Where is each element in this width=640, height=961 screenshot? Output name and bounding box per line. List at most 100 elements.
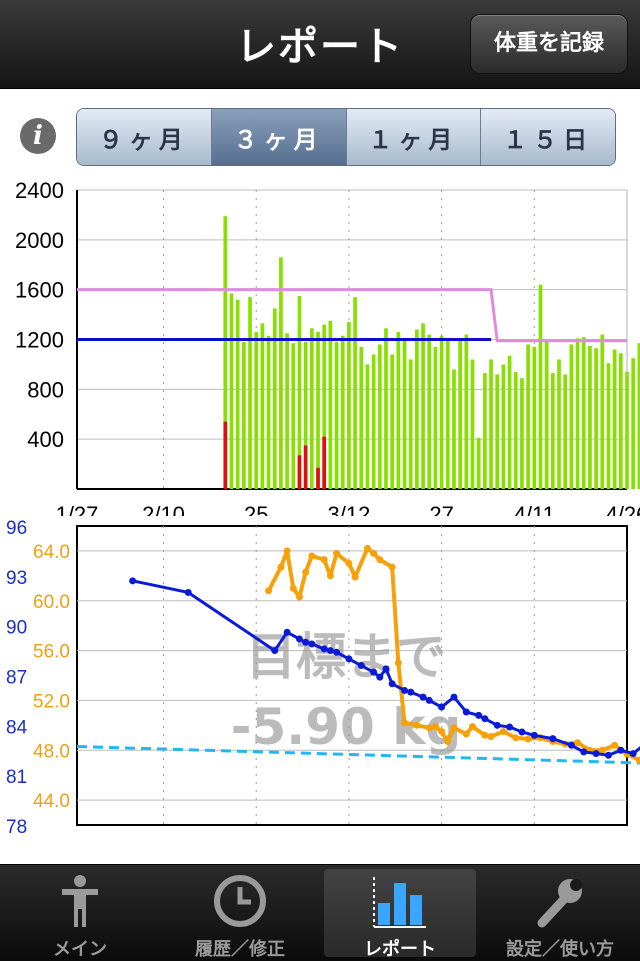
tab-label-history: 履歴／修正 [195,939,285,960]
period-9-months[interactable]: ９ヶ月 [77,109,212,165]
green-bar [340,335,345,489]
green-bar [569,344,574,489]
green-bar [229,293,234,489]
green-bar [316,332,320,489]
green-bar [563,374,568,489]
blue-point [425,696,433,704]
orange-point [388,563,396,571]
green-bar [600,334,605,489]
green-bar [266,335,271,489]
tab-history[interactable]: 履歴／修正 [164,869,316,960]
orange-point [277,563,285,571]
blue-point [345,655,353,663]
blue-point [370,668,378,676]
record-weight-button[interactable]: 体重を記録 [470,14,628,74]
green-bar [637,343,640,489]
y-tick-label: 2400 [15,178,64,203]
orange-point [450,724,458,732]
green-bar [248,297,252,489]
blue-point [530,731,538,739]
green-bar [303,341,308,489]
y-tick-label-secondary: 48.0 [33,741,70,762]
green-bar [427,334,432,489]
green-bar [309,328,314,489]
info-icon[interactable]: i [20,118,56,154]
orange-point [413,721,421,729]
orange-point [425,724,433,732]
navigation-bar: レポート 体重を記録 [0,0,640,89]
blue-point [407,688,415,696]
green-bar [489,359,493,489]
blue-point [333,648,341,656]
blue-point [295,635,303,643]
y-tick-label: 1600 [15,278,64,303]
green-bar [260,323,265,489]
clock-icon [214,875,266,927]
tab-report[interactable]: レポート [324,869,476,960]
tab-label-main: メイン [53,939,107,960]
green-bar [458,340,462,489]
blue-point [302,638,310,646]
green-bar [507,355,512,489]
orange-point [401,719,409,727]
red-bar [223,421,228,489]
x-tick-label: 4/11 [514,502,555,516]
blue-point [308,640,316,648]
orange-point [438,728,446,736]
blue-point [604,751,612,759]
orange-point [351,573,359,581]
wrench-icon [537,879,582,928]
green-bar [322,324,327,489]
blue-point [283,628,291,636]
calorie-bar-chart: 2400 2000 1600 1200 800 400 1/27 2/10 25 3/12 27 4/… [15,178,640,516]
blue-point [481,715,489,723]
green-bar [445,338,450,489]
blue-point [592,750,600,758]
tab-label-settings: 設定／使い方 [506,939,614,960]
orange-point [611,741,619,749]
weight-line-chart: 9693908784817864.060.056.052.048.044.0目標… [6,518,640,838]
green-bar [476,437,481,489]
green-bar [328,320,333,489]
period-3-months[interactable]: ３ヶ月 [211,109,347,165]
green-bar [594,348,598,489]
blue-point [475,711,483,719]
orange-point [302,568,310,576]
tab-settings[interactable]: 設定／使い方 [484,869,636,960]
green-bar [384,328,388,489]
tab-bar: メイン 履歴／修正 レポート 設定／使い方 [0,864,640,961]
orange-point [370,549,378,557]
period-1-month[interactable]: １ヶ月 [346,109,482,165]
green-bar [483,373,487,489]
green-bar [433,346,438,489]
green-bar [538,284,543,489]
blue-point [419,693,427,701]
green-bar [618,353,623,489]
red-bar [303,445,308,489]
green-bar [272,308,277,489]
blue-point [357,662,365,670]
orange-point [462,730,470,738]
blue-point [438,703,446,711]
blue-point [376,673,384,681]
orange-point [469,723,477,731]
orange-point [326,572,334,580]
bar-chart-icon [373,877,426,928]
green-bar [297,295,302,489]
blue-point [462,708,470,716]
period-15-days[interactable]: １５日 [481,109,615,165]
y-tick-label-weight: 87 [6,668,27,689]
green-bar [625,371,629,489]
red-bar [316,467,320,489]
x-tick-label: 3/12 [327,502,370,516]
orange-point [320,556,328,564]
blue-point [567,741,575,749]
green-bar [334,341,339,489]
blue-point [549,735,557,743]
green-bar [279,257,283,489]
person-icon [62,875,98,927]
green-bar [526,344,530,489]
green-bar [470,359,475,489]
tab-main[interactable]: メイン [4,869,156,960]
y-tick-label-weight: 78 [6,817,27,838]
